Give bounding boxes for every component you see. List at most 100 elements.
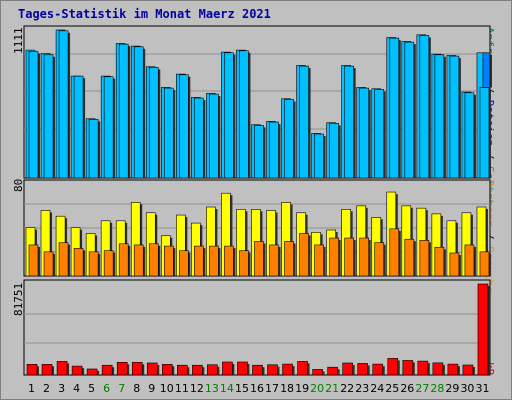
bar-kb bbox=[237, 361, 248, 376]
bar-dateien bbox=[148, 67, 159, 179]
bar-dateien bbox=[88, 119, 99, 179]
day-label: 3 bbox=[58, 382, 65, 395]
day-label: 14 bbox=[220, 382, 234, 395]
bar-dateien bbox=[464, 92, 475, 179]
bar-kb bbox=[417, 360, 429, 376]
bar-kb bbox=[432, 362, 444, 376]
bar-dateien bbox=[449, 55, 460, 179]
day-label: 23 bbox=[355, 382, 369, 395]
bar-kb bbox=[26, 364, 38, 376]
bar-rechner bbox=[148, 243, 159, 277]
bar-dateien bbox=[239, 50, 249, 179]
day-label: 17 bbox=[265, 382, 279, 395]
bar-dateien bbox=[163, 87, 174, 179]
bar-rechner bbox=[374, 242, 385, 277]
bar-rechner bbox=[329, 237, 339, 277]
bar-rechner bbox=[73, 248, 84, 277]
bar-kb bbox=[177, 364, 188, 376]
chart-title: Tages-Statistik im Monat Maerz 2021 bbox=[18, 7, 271, 21]
bar-dateien bbox=[209, 93, 219, 179]
day-label: 9 bbox=[148, 382, 155, 395]
bar-dateien bbox=[43, 54, 54, 179]
bar-dateien bbox=[359, 87, 370, 179]
bar-dateien bbox=[479, 87, 490, 179]
day-label: 12 bbox=[190, 382, 204, 395]
bar-dateien bbox=[404, 41, 415, 179]
bar-rechner bbox=[419, 240, 430, 277]
bar-rechner bbox=[194, 245, 204, 277]
bar-dateien bbox=[194, 97, 204, 179]
day-label: 18 bbox=[280, 382, 294, 395]
bar-dateien bbox=[284, 99, 294, 179]
bar-dateien bbox=[299, 65, 309, 179]
day-label: 20 bbox=[310, 382, 324, 395]
day-label: 15 bbox=[235, 382, 249, 395]
bar-dateien bbox=[103, 76, 114, 179]
day-label: 1 bbox=[28, 382, 35, 395]
bar-kb bbox=[297, 361, 308, 376]
day-label: 8 bbox=[133, 382, 140, 395]
day-label: 19 bbox=[295, 382, 309, 395]
day-label: 22 bbox=[340, 382, 354, 395]
bar-rechner bbox=[224, 245, 234, 277]
bar-kb bbox=[222, 361, 233, 376]
day-label: 5 bbox=[88, 382, 95, 395]
bar-kb bbox=[267, 364, 278, 376]
bar-kb bbox=[477, 283, 489, 376]
bar-rechner bbox=[179, 250, 189, 277]
bar-dateien bbox=[133, 46, 144, 179]
day-label: 11 bbox=[175, 382, 189, 395]
bar-dateien bbox=[179, 74, 189, 179]
bar-dateien bbox=[224, 52, 234, 179]
bar-kb bbox=[402, 360, 414, 376]
bar-rechner bbox=[103, 250, 114, 277]
bar-dateien bbox=[344, 65, 354, 179]
bar-kb bbox=[192, 364, 203, 376]
day-label: 29 bbox=[445, 382, 459, 395]
bar-rechner bbox=[359, 237, 370, 277]
day-label: 2 bbox=[43, 382, 50, 395]
bar-rechner bbox=[58, 242, 69, 277]
bar-rechner bbox=[299, 233, 309, 277]
bar-dateien bbox=[419, 35, 430, 179]
day-label: 10 bbox=[160, 382, 174, 395]
bar-rechner bbox=[209, 245, 219, 277]
bar-kb bbox=[447, 363, 459, 376]
bar-kb bbox=[207, 364, 218, 376]
bar-rechner bbox=[344, 237, 354, 277]
panel-bottom bbox=[23, 279, 491, 376]
day-label: 27 bbox=[415, 382, 429, 395]
day-label: 16 bbox=[250, 382, 264, 395]
bar-kb bbox=[372, 363, 384, 376]
day-label: 31 bbox=[475, 382, 489, 395]
day-label: 28 bbox=[430, 382, 444, 395]
bar-kb bbox=[252, 364, 263, 376]
bar-rechner bbox=[163, 245, 174, 277]
bar-dateien bbox=[389, 37, 400, 179]
bar-rechner bbox=[239, 250, 249, 277]
bar-kb bbox=[131, 362, 143, 376]
bar-rechner bbox=[449, 252, 460, 277]
bar-dateien bbox=[118, 43, 129, 179]
bar-kb bbox=[116, 362, 128, 376]
bar-kb bbox=[327, 366, 338, 376]
bar-rechner bbox=[464, 244, 475, 277]
bar-kb bbox=[101, 364, 113, 376]
bar-rechner bbox=[404, 238, 415, 277]
bar-kb bbox=[312, 369, 323, 376]
day-label: 24 bbox=[370, 382, 384, 395]
bar-rechner bbox=[254, 241, 264, 277]
bar-dateien bbox=[254, 125, 264, 179]
bar-rechner bbox=[389, 228, 400, 277]
bar-kb bbox=[71, 365, 83, 376]
bar-kb bbox=[161, 364, 173, 376]
day-label: 25 bbox=[385, 382, 399, 395]
bar-rechner bbox=[28, 244, 39, 277]
bar-rechner bbox=[88, 251, 99, 277]
bar-dateien bbox=[374, 89, 385, 179]
bar-rechner bbox=[434, 246, 445, 277]
bar-rechner bbox=[479, 251, 490, 277]
bar-dateien bbox=[269, 121, 279, 179]
day-label: 4 bbox=[73, 382, 80, 395]
